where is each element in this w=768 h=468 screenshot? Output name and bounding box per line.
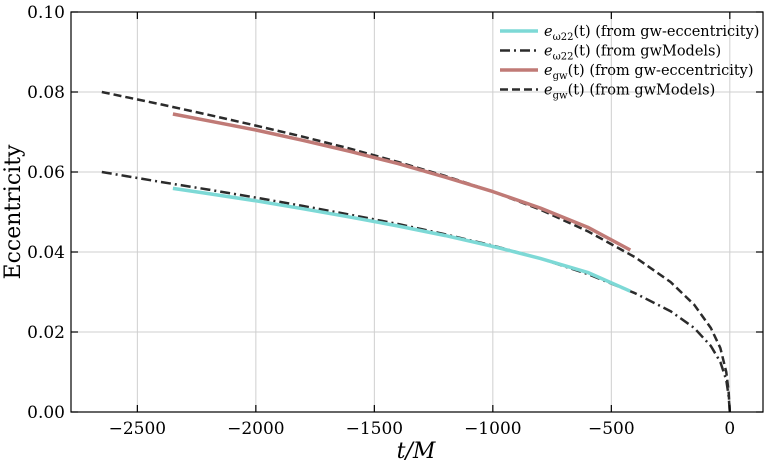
legend-item: egw(t) (from gwModels)	[500, 83, 715, 102]
y-tick-label: 0.00	[27, 403, 65, 423]
series-layer	[101, 90, 732, 413]
x-axis-label: t/M	[397, 439, 436, 464]
y-tick-label: 0.02	[27, 323, 65, 343]
legend-label: eω22(t) (from gw-eccentricity)	[544, 24, 759, 43]
legend-label: egw(t) (from gw-eccentricity)	[544, 63, 754, 82]
y-tick-label: 0.08	[27, 83, 65, 103]
legend-item: eω22(t) (from gwModels)	[500, 44, 721, 63]
x-tick-label: −500	[588, 419, 635, 439]
x-tick-label: −2000	[227, 419, 285, 439]
y-axis-label: Eccentricity	[1, 144, 26, 279]
series-line-0	[172, 186, 631, 293]
series-line-2	[172, 112, 632, 252]
x-tick-label: −1500	[346, 419, 404, 439]
legend-label: eω22(t) (from gwModels)	[544, 44, 721, 63]
x-tick-label: −2500	[109, 419, 167, 439]
legend-item: egw(t) (from gw-eccentricity)	[500, 63, 754, 82]
legend: eω22(t) (from gw-eccentricity)eω22(t) (f…	[500, 24, 759, 102]
x-tick-label: 0	[724, 419, 735, 439]
plot-frame	[70, 11, 764, 413]
legend-item: eω22(t) (from gw-eccentricity)	[500, 24, 759, 43]
y-tick-label: 0.10	[27, 3, 65, 23]
legend-label: egw(t) (from gwModels)	[544, 83, 715, 102]
y-tick-label: 0.06	[27, 163, 65, 183]
tick-labels: −2500 −2000 −1500 −1000 −500 0 0.00 0.02 0.04 0.0…	[27, 3, 735, 439]
series-line-3	[101, 90, 732, 413]
y-tick-label: 0.04	[27, 243, 65, 263]
ticks	[71, 11, 763, 413]
x-tick-label: −1000	[464, 419, 522, 439]
